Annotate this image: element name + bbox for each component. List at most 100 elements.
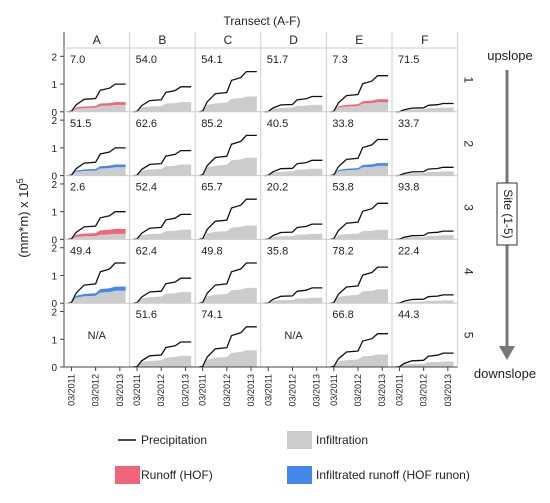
panel-value-label: 54.0 bbox=[136, 54, 157, 66]
infiltration-area bbox=[396, 171, 454, 176]
infiltration-area bbox=[199, 350, 257, 367]
panel-d2: 40.5 bbox=[264, 118, 323, 177]
legend-infiltration-label: Infiltration bbox=[316, 433, 368, 447]
x-tick-label: 03/2013 bbox=[246, 374, 256, 407]
panel-b2: 62.6 bbox=[133, 118, 192, 177]
y-tick-label: 0 bbox=[51, 108, 57, 119]
infiltration-area bbox=[330, 354, 388, 367]
y-tick-label: 0 bbox=[51, 172, 57, 183]
row-labels: 1 2 3 4 5 bbox=[461, 77, 475, 339]
panel-b1: 54.0 bbox=[133, 54, 192, 113]
y-tick-label: 2 bbox=[51, 116, 57, 127]
panel-value-label: 62.4 bbox=[136, 245, 157, 257]
column-header-b: B bbox=[158, 33, 166, 47]
panel-d5: N/A bbox=[284, 330, 303, 342]
panel-a5: N/A bbox=[88, 330, 107, 342]
site-arrow-head bbox=[499, 346, 515, 360]
panel-na-label: N/A bbox=[88, 330, 107, 342]
upslope-label: upslope bbox=[487, 48, 533, 63]
x-tick-label: 03/2011 bbox=[329, 374, 339, 406]
panel-b4: 62.4 bbox=[133, 245, 192, 304]
y-tick-label: 2 bbox=[51, 52, 57, 63]
panel-na-label: N/A bbox=[284, 330, 303, 342]
infiltration-area bbox=[199, 96, 257, 112]
precipitation-line bbox=[264, 287, 323, 304]
row-label-1: 1 bbox=[461, 77, 475, 84]
precipitation-line bbox=[133, 149, 192, 177]
panel-value-label: 33.8 bbox=[332, 118, 353, 130]
panel-value-label: 74.1 bbox=[201, 309, 222, 321]
panel-e5: 66.8 bbox=[330, 309, 388, 368]
runon-area bbox=[68, 164, 126, 176]
infiltration-area bbox=[133, 229, 192, 240]
runoff-area bbox=[68, 102, 126, 112]
row-label-3: 3 bbox=[461, 204, 475, 211]
panel-a1: 7.0 bbox=[67, 54, 126, 113]
precipitation-line bbox=[330, 202, 388, 241]
panel-value-label: 7.0 bbox=[70, 54, 85, 66]
panel-a2: 51.5 bbox=[67, 118, 126, 177]
y-tick-label: 0 bbox=[51, 363, 57, 374]
infiltration-area bbox=[330, 289, 388, 304]
y-tick-label: 1 bbox=[51, 80, 57, 91]
infiltration-area bbox=[133, 292, 192, 304]
precipitation-line bbox=[133, 277, 192, 304]
precipitation-line bbox=[264, 95, 323, 113]
y-tick-label: 0 bbox=[51, 235, 57, 246]
runoff-area bbox=[68, 228, 126, 240]
legend: Precipitation Infiltration Runoff (HOF) … bbox=[115, 431, 470, 484]
panel-value-label: 66.8 bbox=[332, 309, 353, 321]
panel-a3: 2.6 bbox=[67, 182, 126, 241]
infiltration-area bbox=[330, 102, 388, 112]
infiltration-area bbox=[199, 287, 257, 304]
panel-d4: 35.8 bbox=[264, 245, 323, 304]
panel-f1: 71.5 bbox=[395, 54, 454, 113]
panel-c4: 49.8 bbox=[199, 245, 257, 304]
y-tick-label: 1 bbox=[51, 271, 57, 282]
precipitation-line bbox=[67, 262, 126, 304]
panel-value-label: 20.2 bbox=[267, 182, 288, 194]
column-header-f: F bbox=[421, 33, 428, 47]
panel-value-label: 93.8 bbox=[398, 182, 419, 194]
panel-a4: 49.4 bbox=[67, 245, 126, 304]
panel-e3: 53.8 bbox=[330, 182, 388, 241]
x-tick-label: 03/2011 bbox=[132, 374, 142, 406]
column-header-a: A bbox=[93, 33, 101, 47]
x-tick-label: 03/2012 bbox=[419, 374, 429, 407]
x-tick-label: 03/2011 bbox=[66, 374, 76, 406]
precipitation-line bbox=[199, 326, 257, 368]
row-label-4: 4 bbox=[461, 268, 475, 275]
panel-value-label: 40.5 bbox=[267, 118, 288, 130]
infiltration-area bbox=[330, 165, 388, 176]
column-header-c: C bbox=[224, 33, 233, 47]
precipitation-line bbox=[395, 352, 454, 368]
precipitation-line bbox=[199, 198, 257, 241]
infiltration-area bbox=[396, 361, 454, 367]
x-tick-label: 03/2011 bbox=[263, 374, 273, 406]
row-label-2: 2 bbox=[461, 140, 475, 147]
column-header-d: D bbox=[289, 33, 298, 47]
panel-d3: 20.2 bbox=[264, 182, 323, 241]
panel-f5: 44.3 bbox=[395, 309, 454, 368]
infiltration-area bbox=[133, 102, 192, 112]
infiltration-area bbox=[68, 290, 126, 304]
panel-b3: 52.4 bbox=[133, 182, 192, 241]
legend-precipitation-label: Precipitation bbox=[141, 433, 207, 447]
infiltration-area bbox=[68, 104, 126, 112]
x-tick-label: 03/2013 bbox=[377, 374, 387, 407]
panel-c5: 74.1 bbox=[199, 309, 257, 368]
infiltration-area bbox=[396, 300, 454, 304]
x-tick-label: 03/2013 bbox=[443, 374, 453, 407]
precipitation-line bbox=[395, 230, 454, 241]
panel-value-label: 2.6 bbox=[70, 182, 85, 194]
y-tick-label: 2 bbox=[51, 308, 57, 319]
infiltration-area bbox=[68, 167, 126, 176]
legend-runon-swatch bbox=[287, 466, 312, 484]
precipitation-line bbox=[330, 333, 388, 368]
x-tick-label: 03/2012 bbox=[91, 374, 101, 407]
x-tick-label: 03/2012 bbox=[353, 374, 363, 407]
x-tick-label: 03/2012 bbox=[287, 374, 297, 407]
x-tick-label: 03/2011 bbox=[198, 374, 208, 406]
runoff-area bbox=[330, 99, 388, 112]
